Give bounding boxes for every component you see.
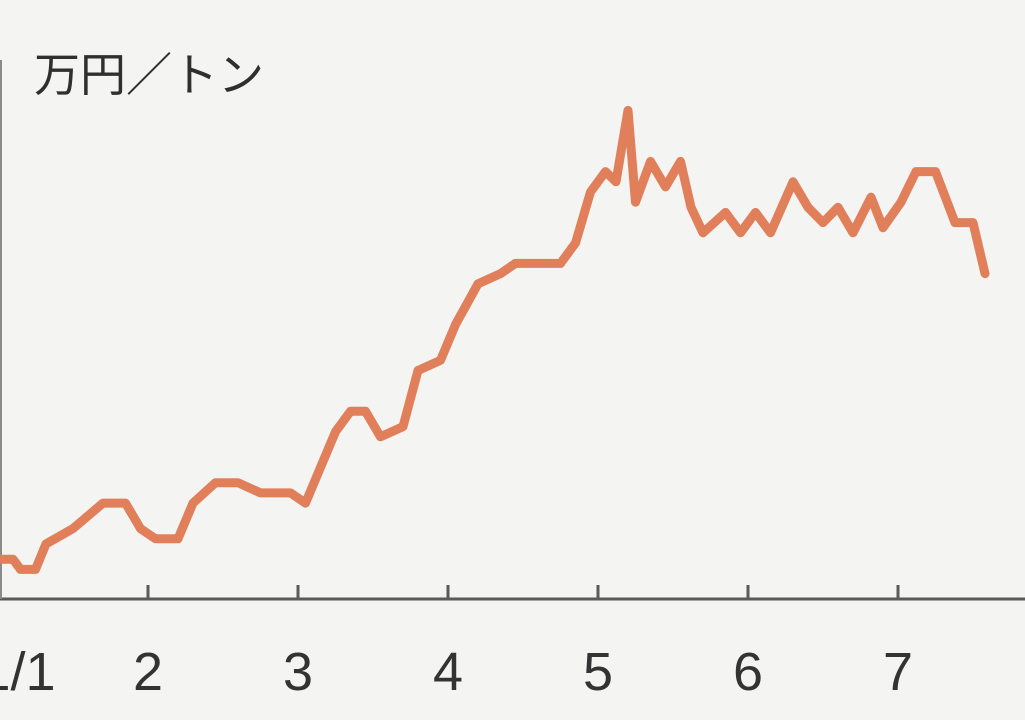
y-unit-label: 万円／トン bbox=[34, 48, 264, 102]
x-tick-label: 6 bbox=[733, 642, 763, 702]
x-tick-label: 1/1 bbox=[0, 642, 56, 702]
x-tick-label: 3 bbox=[283, 642, 313, 702]
x-tick-label: 4 bbox=[433, 642, 463, 702]
series-layer bbox=[0, 105, 990, 574]
x-tick-label: 7 bbox=[883, 642, 913, 702]
x-tick-label: 5 bbox=[583, 642, 613, 702]
tick-label-layer: 1/1 2 3 4 5 6 7 bbox=[0, 642, 913, 702]
price-series-line bbox=[0, 105, 990, 574]
axis-layer bbox=[0, 60, 1025, 601]
x-tick-label: 2 bbox=[133, 642, 163, 702]
